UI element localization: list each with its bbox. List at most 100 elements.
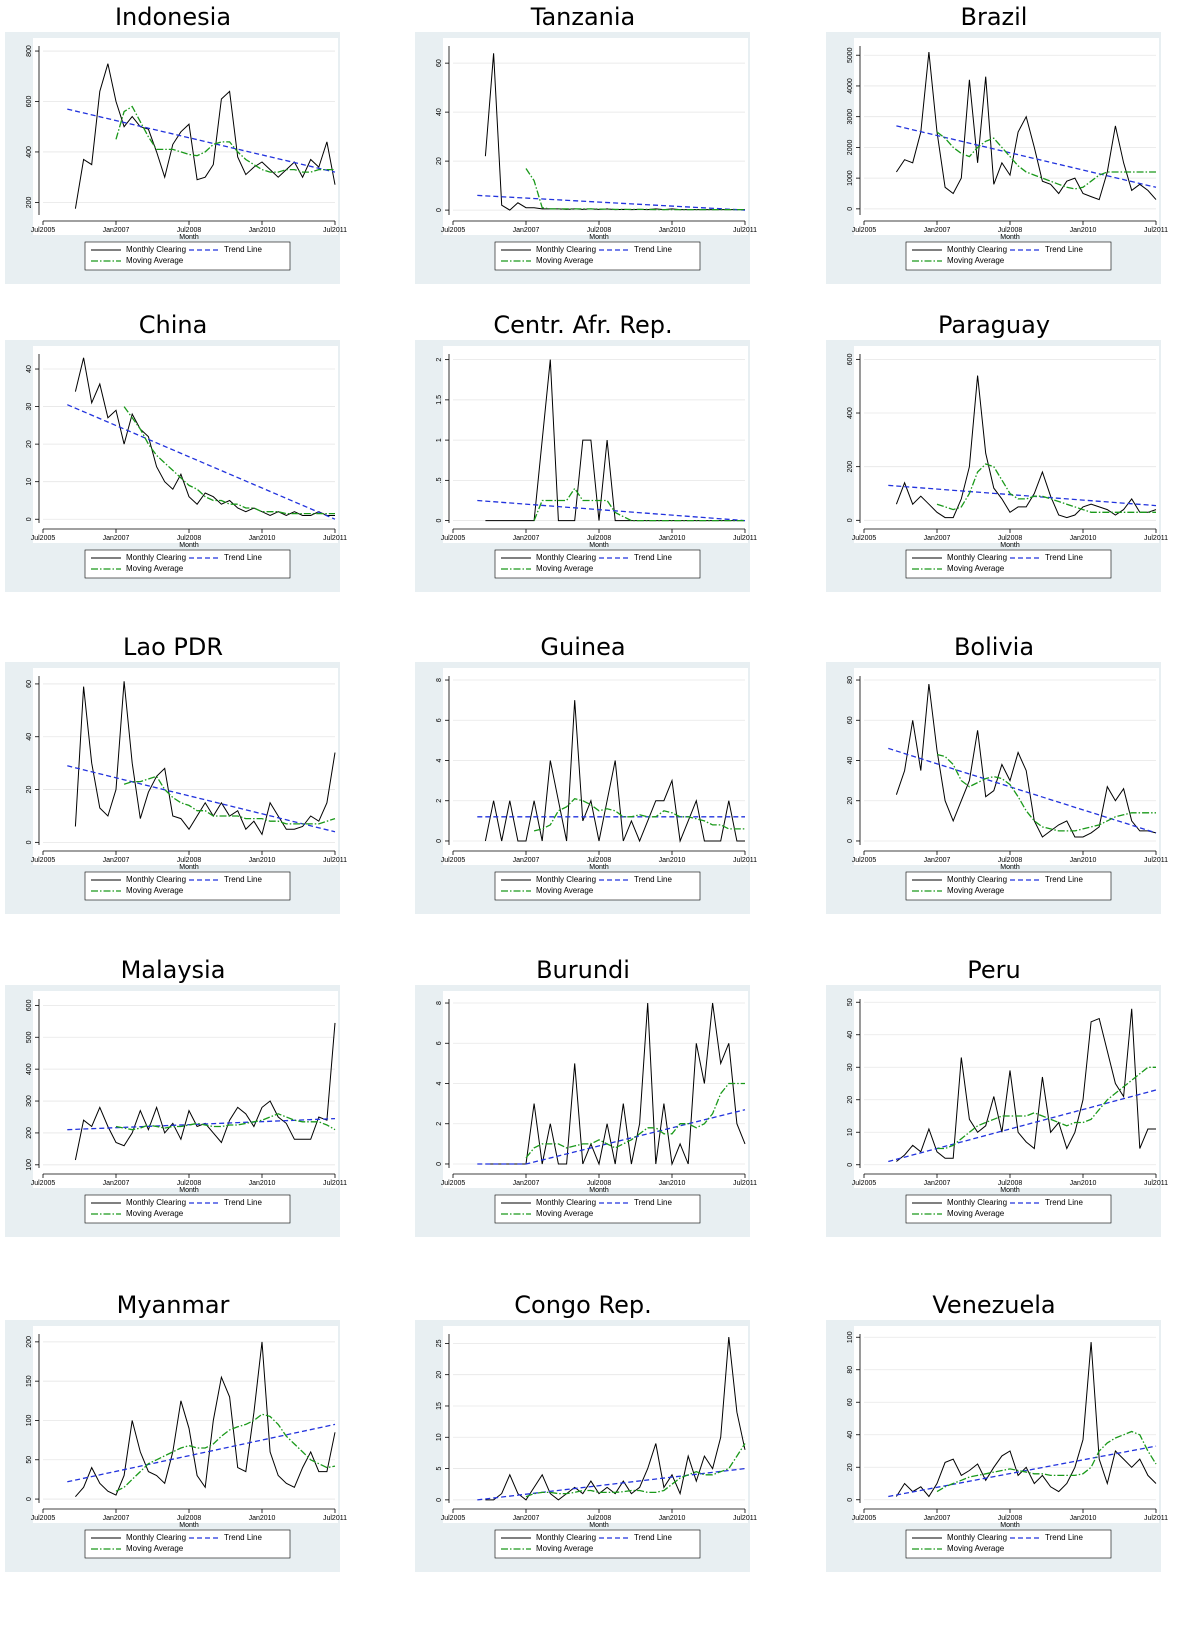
y-tick-label: 10 (847, 1128, 854, 1136)
chart-title: Centr. Afr. Rep. (493, 311, 672, 339)
chart-title: Lao PDR (123, 633, 223, 661)
y-tick-label: 0 (847, 518, 854, 522)
series-line (123, 775, 336, 825)
y-tick-label: 0 (847, 839, 854, 843)
legend-label: Moving Average (126, 564, 184, 573)
series-line (895, 375, 1157, 519)
y-tick-label: 20 (436, 157, 443, 165)
y-tick-label: 3000 (847, 109, 854, 125)
y-tick-label: 20 (26, 786, 33, 794)
legend-label: Moving Average (947, 1209, 1005, 1218)
y-tick-label: 40 (847, 757, 854, 765)
y-tick-label: 200 (26, 1336, 33, 1348)
legend-label: Trend Line (224, 553, 263, 562)
y-tick-label: 2 (436, 799, 443, 803)
x-tick-label: Jan2010 (659, 227, 686, 234)
legend (494, 871, 701, 901)
x-tick-label: Jul2008 (177, 535, 202, 542)
legend-label: Moving Average (947, 886, 1005, 895)
series-line (115, 1113, 336, 1131)
x-axis-label: Month (179, 1187, 199, 1194)
x-tick-label: Jan2007 (513, 1515, 540, 1522)
x-tick-label: Jan2010 (659, 535, 686, 542)
legend-label: Moving Average (536, 1544, 594, 1553)
x-tick-label: Jan2007 (103, 535, 130, 542)
x-tick-label: Jan2010 (1070, 857, 1097, 864)
series-line (937, 1066, 1156, 1150)
y-tick-label: 10 (26, 478, 33, 486)
y-tick-label: 2 (436, 1122, 443, 1126)
legend-label: Trend Line (1045, 875, 1084, 884)
y-tick-label: 40 (847, 1031, 854, 1039)
y-tick-label: 0 (436, 208, 443, 212)
x-tick-label: Jul2011 (733, 857, 757, 864)
chart-title: Indonesia (115, 3, 231, 31)
x-tick-label: Jul2011 (323, 1515, 347, 1522)
x-axis-label: Month (589, 1522, 609, 1529)
legend (84, 1529, 291, 1559)
y-tick-label: 0 (26, 840, 33, 844)
legend-label: Moving Average (126, 886, 184, 895)
plot-area (443, 1326, 748, 1523)
x-axis-label: Month (179, 864, 199, 871)
y-tick-label: 500 (26, 1031, 33, 1043)
plot-area (33, 991, 338, 1188)
x-axis-label: Month (1000, 1187, 1020, 1194)
legend (905, 871, 1112, 901)
y-tick-label: 4 (436, 758, 443, 762)
legend-label: Moving Average (126, 1209, 184, 1218)
legend-label: Monthly Clearing (947, 1533, 1007, 1542)
legend-label: Moving Average (947, 564, 1005, 573)
y-tick-label: 100 (26, 1159, 33, 1171)
y-tick-label: 200 (26, 1127, 33, 1139)
x-tick-label: Jan2010 (659, 1180, 686, 1187)
series-line (895, 683, 1157, 838)
legend-label: Trend Line (1045, 1198, 1084, 1207)
legend-label: Trend Line (634, 245, 673, 254)
x-tick-label: Jan2007 (513, 1180, 540, 1187)
x-tick-label: Jul2011 (323, 857, 347, 864)
x-tick-label: Jul2005 (31, 1515, 56, 1522)
x-axis-label: Month (1000, 234, 1020, 241)
x-tick-label: Jul2011 (323, 227, 347, 234)
series-line (936, 131, 1156, 190)
series-line (896, 1008, 1156, 1162)
legend-label: Monthly Clearing (536, 553, 596, 562)
y-tick-label: 40 (847, 1431, 854, 1439)
legend-label: Moving Average (536, 256, 594, 265)
x-axis-label: Month (179, 1522, 199, 1529)
y-tick-label: 600 (847, 353, 854, 365)
x-axis-label: Month (1000, 864, 1020, 871)
x-tick-label: Jan2010 (249, 535, 276, 542)
y-tick-label: 10 (436, 1433, 443, 1441)
y-tick-label: 60 (26, 680, 33, 688)
y-tick-label: 400 (847, 407, 854, 419)
chart-title: Bolivia (954, 633, 1034, 661)
series-line (477, 1467, 746, 1501)
legend-label: Trend Line (224, 1533, 263, 1542)
legend-label: Monthly Clearing (126, 1198, 186, 1207)
legend-label: Monthly Clearing (126, 553, 186, 562)
legend-label: Monthly Clearing (536, 875, 596, 884)
y-tick-label: 20 (847, 797, 854, 805)
x-tick-label: Jul2008 (177, 227, 202, 234)
x-tick-label: Jan2007 (103, 857, 130, 864)
x-tick-label: Jul2005 (852, 857, 877, 864)
legend (905, 1529, 1112, 1559)
chart-title: Malaysia (121, 956, 226, 984)
legend-label: Monthly Clearing (536, 1198, 596, 1207)
y-tick-label: 200 (26, 196, 33, 208)
x-tick-label: Jan2007 (924, 535, 951, 542)
y-tick-label: 60 (436, 59, 443, 67)
x-tick-label: Jul2008 (998, 535, 1023, 542)
y-tick-label: 20 (26, 440, 33, 448)
legend (84, 1194, 291, 1224)
series-line (67, 404, 336, 520)
y-tick-label: 8 (436, 678, 443, 682)
series-line (67, 1117, 336, 1131)
legend-label: Monthly Clearing (126, 875, 186, 884)
x-tick-label: Jul2005 (852, 1515, 877, 1522)
x-tick-label: Jul2011 (733, 535, 757, 542)
y-tick-label: 800 (26, 45, 33, 57)
